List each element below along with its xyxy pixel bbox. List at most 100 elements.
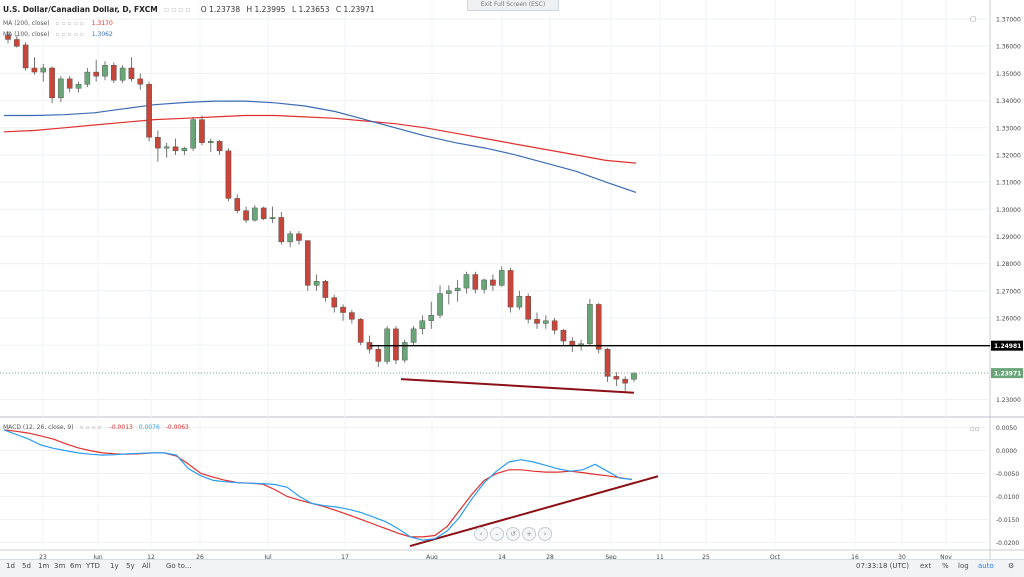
ohlc-low: L 1.23653 (291, 5, 330, 14)
candle-body (163, 146, 170, 149)
candle (490, 274, 496, 291)
reset-icon[interactable]: ↺ (506, 527, 520, 541)
macd-legend[interactable]: MACD (12, 26, close, 9) ▫▫▫▫ -0.0013 0.0… (3, 424, 189, 431)
percent-toggle[interactable]: % (942, 562, 949, 570)
candle-body (313, 281, 320, 286)
hline-price-label-text: 1.24981 (994, 343, 1021, 350)
candle (190, 116, 196, 151)
exit-fullscreen-button[interactable]: Exit Full Screen (ESC) (467, 0, 559, 11)
symbol-title[interactable]: U.S. Dollar/Canadian Dollar, D, FXCM (3, 5, 158, 14)
auto-toggle[interactable]: auto (978, 562, 994, 570)
macd-pane-buttons-icon[interactable]: ▫▫ (970, 425, 980, 433)
ohlc-high: H 1.23995 (246, 5, 286, 14)
macd-series (3, 429, 633, 541)
candle (243, 206, 249, 223)
ma200-legend[interactable]: MA (200, close) ▫▫▫▫▫ 1.3170 (3, 20, 113, 27)
ma100-legend[interactable]: MA (100, close) ▫▫▫▫▫ 1.3062 (3, 31, 113, 38)
timeframe-5y[interactable]: 5y (126, 562, 135, 570)
hline-price-label: 1.24981 (991, 340, 1023, 351)
timeframe-6m[interactable]: 6m (70, 562, 82, 570)
timeframe-1y[interactable]: 1y (110, 562, 119, 570)
macd-value-macd: 0.0076 (138, 424, 160, 431)
pane-settings-icon[interactable]: ▢ (970, 15, 977, 23)
candle (551, 317, 558, 335)
candle (234, 194, 241, 214)
timeframe-1m[interactable]: 1m (38, 562, 50, 570)
candle-body (75, 84, 82, 89)
candle-body (93, 71, 99, 77)
timeframe-1d[interactable]: 1d (6, 562, 15, 570)
candle (357, 317, 364, 346)
timeframe-all[interactable]: All (142, 562, 151, 570)
candle-body (543, 320, 549, 324)
timeframe-5d[interactable]: 5d (22, 562, 31, 570)
legend-buttons[interactable]: ▫▫▫▫▫ (55, 20, 86, 27)
candle-body (331, 297, 338, 308)
price-tick-label: 1.29000 (996, 234, 1021, 241)
candle (613, 372, 620, 386)
legend-buttons[interactable]: ▫▫▫▫ (79, 424, 104, 431)
candle-body (401, 342, 408, 361)
candle (119, 65, 126, 83)
candle (472, 271, 479, 294)
candle-body (525, 296, 531, 320)
price-trendline (400, 378, 635, 394)
log-toggle[interactable]: log (958, 562, 969, 570)
candle-body (181, 147, 188, 152)
ma200-label: MA (200, close) (3, 20, 50, 27)
ext-toggle[interactable]: ext (920, 562, 932, 570)
scroll-left-icon[interactable]: ‹ (474, 527, 488, 541)
timeframe-ytd[interactable]: YTD (86, 562, 100, 570)
candle (260, 206, 267, 221)
candle-body (102, 65, 108, 77)
candle-body (260, 207, 267, 219)
candle-body (207, 141, 214, 143)
candle (437, 285, 443, 318)
candle (216, 139, 223, 155)
price-tick-label: 1.27000 (996, 288, 1021, 295)
candle-body (190, 119, 196, 149)
scroll-right-icon[interactable]: › (538, 527, 552, 541)
macd-axis[interactable]: 0.0050 0.0000 -0.0050 -0.0100 -0.0150 -0.0200 (996, 425, 1019, 547)
candle-body (296, 233, 302, 241)
time-tick-label: 16 (851, 554, 859, 561)
candle (225, 148, 232, 202)
candle (481, 278, 487, 294)
price-axis[interactable]: 1.37000 1.36000 1.35000 1.34000 1.33000 1.320… (991, 17, 1023, 404)
settings-gear-icon[interactable]: ⚙ (1008, 562, 1015, 570)
time-tick-label: Oct (770, 554, 781, 561)
moving-averages (3, 100, 637, 193)
candle (75, 81, 82, 93)
timeframe-goto[interactable]: Go to... (166, 562, 192, 570)
legend-buttons[interactable]: ▫▫▫▫ (164, 5, 193, 14)
candle-body (472, 274, 479, 290)
timeframe-3m[interactable]: 3m (54, 562, 66, 570)
candle-body (58, 78, 64, 99)
legend-buttons[interactable]: ▫▫▫▫▫ (55, 31, 86, 38)
time-axis[interactable]: 23 Jun 12 26 Jul 17 Aug 14 28 Sep 11 25 Oct 16 30 Nov (39, 554, 952, 561)
candle (269, 206, 276, 223)
candle-body (604, 349, 611, 377)
price-tick-label: 1.31000 (996, 180, 1021, 187)
candle (349, 309, 355, 324)
candle-body (587, 304, 593, 344)
candle (102, 61, 108, 81)
macd-label: MACD (12, 26, close, 9) (3, 424, 74, 431)
candle-body (375, 349, 382, 362)
candle (463, 271, 470, 294)
candle (428, 301, 435, 329)
macd-tick-label: -0.0050 (996, 471, 1019, 478)
candle (66, 76, 73, 93)
candle-body (252, 207, 258, 221)
candle-body (111, 65, 117, 81)
candle (516, 290, 523, 310)
candle-body (410, 328, 417, 343)
candle (49, 66, 55, 104)
zoom-out-icon[interactable]: – (490, 527, 504, 541)
macd-tick-label: -0.0100 (996, 494, 1019, 501)
candle-body (569, 340, 576, 346)
clock: 07:33:18 (UTC) (856, 562, 910, 570)
candle (313, 274, 320, 291)
zoom-in-icon[interactable]: + (522, 527, 536, 541)
